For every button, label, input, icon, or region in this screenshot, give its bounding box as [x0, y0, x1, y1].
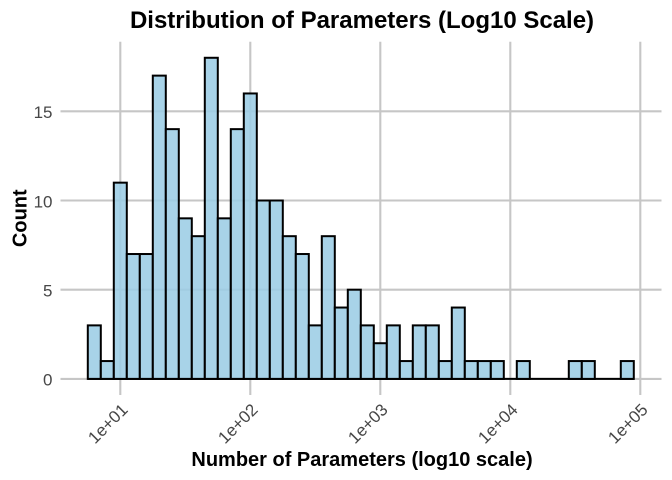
- svg-text:15: 15: [34, 103, 53, 122]
- svg-text:10: 10: [34, 192, 53, 211]
- svg-text:Distribution of Parameters (Lo: Distribution of Parameters (Log10 Scale): [130, 7, 594, 34]
- svg-text:Number of Parameters (log10 sc: Number of Parameters (log10 scale): [191, 449, 532, 471]
- svg-text:0: 0: [43, 371, 52, 390]
- svg-text:5: 5: [43, 282, 52, 301]
- svg-text:Count: Count: [9, 189, 31, 247]
